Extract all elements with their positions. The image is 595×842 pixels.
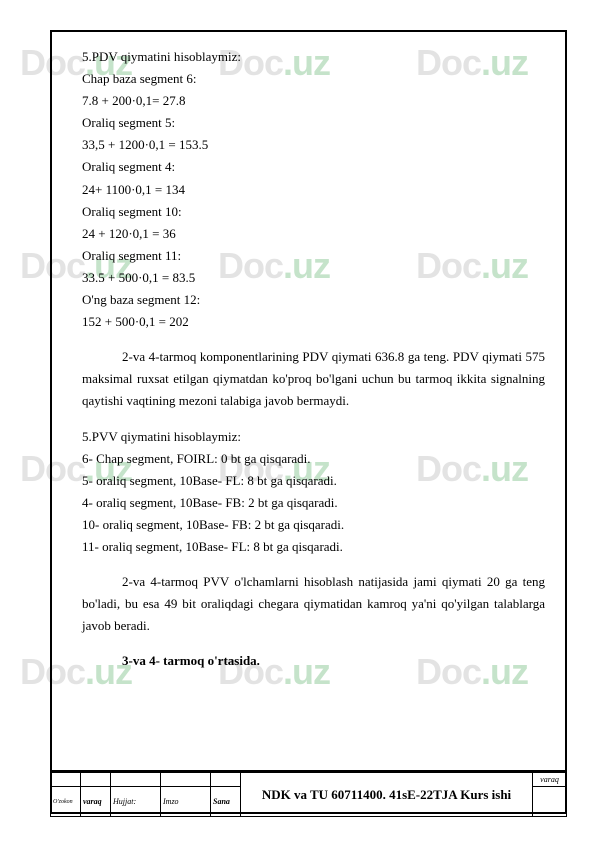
body-line: Oraliq segment 10: xyxy=(82,201,545,223)
body-line: Oraliq segment 4: xyxy=(82,156,545,178)
body-paragraph: 2-va 4-tarmoq PVV o'lchamlarni hisoblash… xyxy=(82,571,545,637)
titleblock-title: NDK va TU 60711400. 41sE-22TJA Kurs ishi xyxy=(241,773,533,817)
varaq-label: varaq xyxy=(533,773,567,787)
body-line: 4- oraliq segment, 10Base- FB: 2 bt ga q… xyxy=(82,492,545,514)
title-block: NDK va TU 60711400. 41sE-22TJA Kurs ishi… xyxy=(50,770,567,814)
tb-cell xyxy=(161,773,211,787)
body-line: O'ng baza segment 12: xyxy=(82,289,545,311)
tb-cell: Imzo xyxy=(161,787,211,817)
body-line: 5.PDV qiymatini hisoblaymiz: xyxy=(82,46,545,68)
body-line: 7.8 + 200·0,1= 27.8 xyxy=(82,90,545,112)
tb-cell: Sana xyxy=(211,787,241,817)
body-line: 24+ 1100·0,1 = 134 xyxy=(82,179,545,201)
tb-cell xyxy=(51,773,81,787)
body-line: Oraliq segment 11: xyxy=(82,245,545,267)
body-line: Oraliq segment 5: xyxy=(82,112,545,134)
tb-cell: O'zokon xyxy=(51,787,81,817)
body-line: 11- oraliq segment, 10Base- FL: 8 bt ga … xyxy=(82,536,545,558)
body-line: 6- Chap segment, FOIRL: 0 bt ga qisqarad… xyxy=(82,448,545,470)
body-line: 5.PVV qiymatini hisoblaymiz: xyxy=(82,426,545,448)
section-heading: 3-va 4- tarmoq o'rtasida. xyxy=(82,650,545,672)
tb-cell: varaq xyxy=(81,787,111,817)
body-line: 24 + 120·0,1 = 36 xyxy=(82,223,545,245)
tb-cell xyxy=(211,773,241,787)
body-line: 33.5 + 500·0,1 = 83.5 xyxy=(82,267,545,289)
document-body: 5.PDV qiymatini hisoblaymiz: Chap baza s… xyxy=(82,46,545,672)
body-line: 152 + 500·0,1 = 202 xyxy=(82,311,545,333)
body-line: 5- oraliq segment, 10Base- FL: 8 bt ga q… xyxy=(82,470,545,492)
tb-cell xyxy=(111,773,161,787)
tb-cell xyxy=(81,773,111,787)
tb-cell: Hujjat: xyxy=(111,787,161,817)
body-line: 33,5 + 1200·0,1 = 153.5 xyxy=(82,134,545,156)
body-paragraph: 2-va 4-tarmoq komponentlarining PDV qiym… xyxy=(82,346,545,412)
body-line: 10- oraliq segment, 10Base- FB: 2 bt ga … xyxy=(82,514,545,536)
varaq-value xyxy=(533,787,567,817)
body-line: Chap baza segment 6: xyxy=(82,68,545,90)
